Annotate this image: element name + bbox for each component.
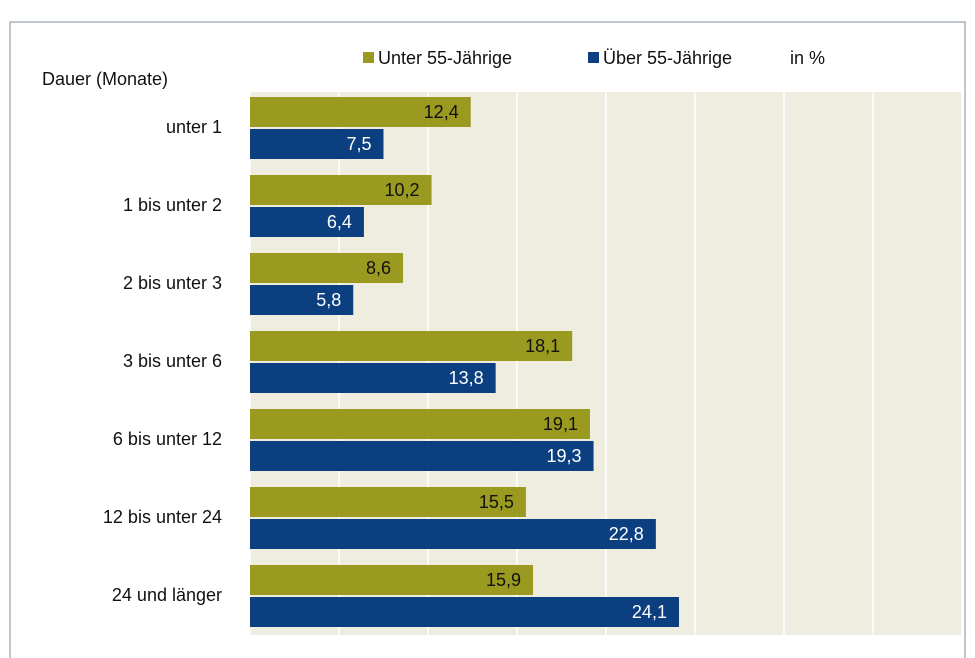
bar: [250, 207, 364, 237]
bar: [250, 175, 432, 205]
category-label: 2 bis unter 3: [123, 273, 222, 293]
category-label: 6 bis unter 12: [113, 429, 222, 449]
bar: [250, 519, 656, 549]
value-label: 5,8: [316, 290, 341, 310]
bar: [250, 253, 404, 283]
value-label: 19,3: [546, 446, 581, 466]
category-label: 12 bis unter 24: [103, 507, 222, 527]
bar: [250, 97, 471, 127]
bar: [250, 363, 496, 393]
value-label: 10,2: [385, 180, 420, 200]
bar: [250, 487, 526, 517]
bar: [250, 331, 573, 361]
bar: [250, 441, 594, 471]
bar: [250, 597, 679, 627]
category-label: 3 bis unter 6: [123, 351, 222, 371]
bar: [250, 129, 384, 159]
value-label: 13,8: [449, 368, 484, 388]
legend-swatch: [588, 52, 599, 63]
value-label: 8,6: [366, 258, 391, 278]
legend-swatch: [363, 52, 374, 63]
value-label: 22,8: [609, 524, 644, 544]
value-label: 12,4: [424, 102, 459, 122]
value-label: 15,9: [486, 570, 521, 590]
bar: [250, 409, 590, 439]
value-label: 15,5: [479, 492, 514, 512]
bar: [250, 565, 534, 595]
category-label: 1 bis unter 2: [123, 195, 222, 215]
value-label: 18,1: [525, 336, 560, 356]
value-label: 6,4: [327, 212, 352, 232]
legend-label: Unter 55-Jährige: [378, 48, 512, 68]
category-label: unter 1: [166, 117, 222, 137]
y-axis-label: Dauer (Monate): [42, 69, 168, 89]
legend-label: Über 55-Jährige: [603, 48, 732, 68]
value-label: 7,5: [346, 134, 371, 154]
unit-label: in %: [790, 48, 825, 68]
value-label: 19,1: [543, 414, 578, 434]
bar: [250, 285, 354, 315]
value-label: 24,1: [632, 602, 667, 622]
category-label: 24 und länger: [112, 585, 222, 605]
